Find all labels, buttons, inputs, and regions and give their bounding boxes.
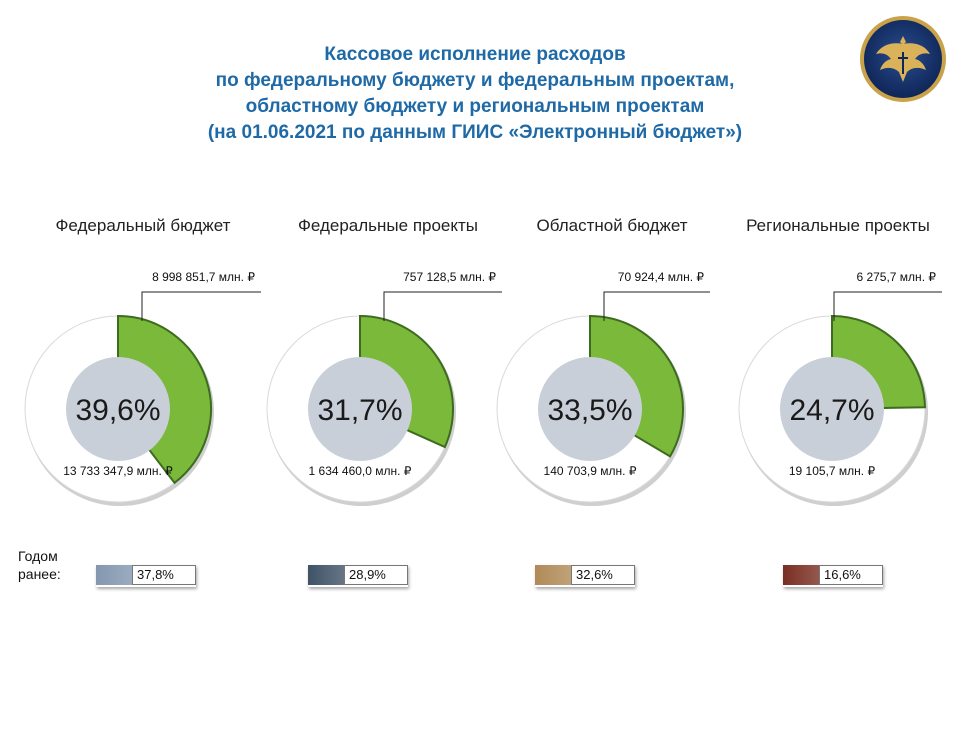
previous-year-swatch (308, 565, 344, 585)
executed-leader-line (833, 291, 942, 321)
previous-year-swatch (535, 565, 571, 585)
executed-leader-line (141, 291, 261, 321)
previous-year-value: 16,6% (819, 565, 883, 585)
executed-amount-label: 6 275,7 млн. ₽ (856, 270, 936, 284)
previous-year-box: 28,9% (308, 565, 408, 587)
previous-year-caption: Годом ранее: (18, 548, 61, 582)
total-amount-label: 1 634 460,0 млн. ₽ (309, 464, 412, 478)
previous-year-value: 37,8% (132, 565, 196, 585)
previous-year-box: 16,6% (783, 565, 883, 587)
executed-leader-line (383, 291, 502, 321)
center-disc (780, 357, 884, 461)
previous-year-swatch (96, 565, 132, 585)
chart-title: Областной бюджет (537, 216, 688, 235)
executed-leader-line (603, 291, 710, 321)
chart-title: Федеральные проекты (298, 216, 478, 235)
previous-year-value: 32,6% (571, 565, 635, 585)
total-amount-label: 19 105,7 млн. ₽ (789, 464, 876, 478)
percent-label: 39,6% (75, 394, 160, 427)
title-line: областному бюджету и региональным проект… (245, 96, 705, 117)
page-title: Кассовое исполнение расходов по федераль… (150, 42, 800, 146)
previous-year-value: 28,9% (344, 565, 408, 585)
previous-year-swatch (783, 565, 819, 585)
center-disc (538, 357, 642, 461)
chart-title: Региональные проекты (746, 216, 930, 235)
title-line: по федеральному бюджету и федеральным пр… (215, 70, 735, 91)
total-amount-label: 140 703,9 млн. ₽ (544, 464, 637, 478)
previous-year-box: 32,6% (535, 565, 635, 587)
percent-label: 31,7% (317, 394, 402, 427)
previous-year-box: 37,8% (96, 565, 196, 587)
center-disc (308, 357, 412, 461)
executed-amount-label: 70 924,4 млн. ₽ (618, 270, 705, 284)
emblem-icon (860, 16, 946, 102)
percent-label: 24,7% (789, 394, 874, 427)
title-line: (на 01.06.2021 по данным ГИИС «Электронн… (207, 122, 743, 143)
total-amount-label: 13 733 347,9 млн. ₽ (63, 464, 173, 478)
chart-title: Федеральный бюджет (56, 216, 231, 235)
executed-amount-label: 757 128,5 млн. ₽ (403, 270, 496, 284)
executed-amount-label: 8 998 851,7 млн. ₽ (152, 270, 255, 284)
center-disc (66, 357, 170, 461)
percent-label: 33,5% (547, 394, 632, 427)
title-line: Кассовое исполнение расходов (324, 44, 626, 65)
